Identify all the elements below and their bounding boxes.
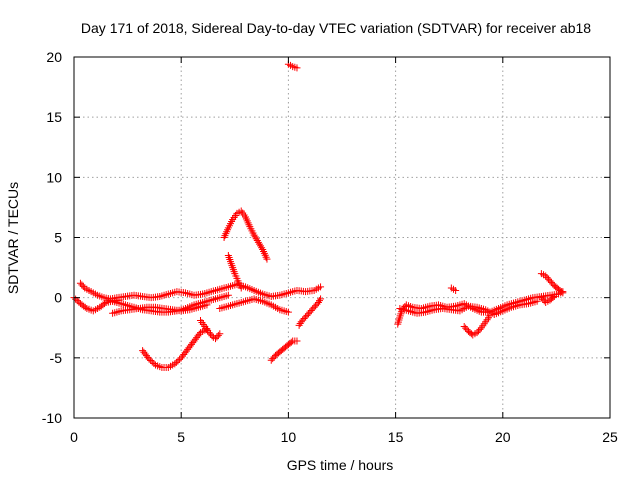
data-point bbox=[269, 355, 277, 363]
data-point bbox=[295, 321, 303, 329]
data-point bbox=[287, 338, 295, 346]
data-point bbox=[293, 337, 301, 345]
data-point bbox=[148, 358, 156, 366]
data-point bbox=[300, 315, 308, 323]
data-point bbox=[81, 303, 89, 311]
data-point bbox=[254, 238, 262, 246]
data-point bbox=[176, 355, 184, 363]
data-point bbox=[486, 312, 494, 320]
data-point bbox=[145, 355, 153, 363]
data-point bbox=[267, 356, 275, 364]
data-point bbox=[315, 297, 323, 305]
data-point bbox=[293, 64, 301, 72]
axis-ticks: 0 5 10 15 20 25 -10 -5 0 5 10 15 20 bbox=[42, 49, 618, 445]
data-point bbox=[550, 292, 558, 300]
data-point bbox=[172, 358, 180, 366]
data-point bbox=[299, 316, 307, 324]
data-point bbox=[473, 329, 481, 337]
data-point bbox=[207, 330, 215, 338]
y-tick-label: 20 bbox=[46, 49, 62, 65]
data-point bbox=[297, 318, 305, 326]
y-tick-label: 5 bbox=[54, 230, 62, 246]
y-axis-label: SDTVAR / TECUs bbox=[5, 182, 21, 294]
x-tick-label: 15 bbox=[388, 429, 404, 445]
data-point bbox=[302, 313, 310, 321]
data-point bbox=[171, 360, 179, 368]
y-tick-label: 0 bbox=[54, 290, 62, 306]
data-point bbox=[306, 308, 314, 316]
data-point bbox=[317, 283, 325, 291]
data-point bbox=[547, 278, 555, 286]
data-point bbox=[307, 307, 315, 315]
data-point bbox=[214, 331, 222, 339]
data-point bbox=[309, 305, 317, 313]
x-tick-label: 10 bbox=[281, 429, 297, 445]
data-point bbox=[252, 235, 260, 243]
data-point bbox=[150, 360, 158, 368]
data-point bbox=[213, 333, 221, 341]
data-point bbox=[312, 302, 320, 310]
data-point bbox=[543, 274, 551, 282]
x-tick-label: 25 bbox=[602, 429, 618, 445]
x-tick-label: 5 bbox=[177, 429, 185, 445]
data-point bbox=[144, 353, 152, 361]
data-point bbox=[314, 298, 322, 306]
data-point bbox=[452, 286, 460, 294]
data-point bbox=[549, 294, 557, 302]
data-point bbox=[557, 288, 565, 296]
grid-lines bbox=[74, 57, 610, 418]
data-point bbox=[539, 295, 547, 303]
data-point bbox=[76, 279, 84, 287]
data-point bbox=[79, 282, 87, 290]
data-point bbox=[72, 295, 80, 303]
data-point bbox=[195, 330, 203, 338]
data-point bbox=[263, 255, 271, 263]
data-point bbox=[304, 310, 312, 318]
data-point bbox=[203, 301, 211, 309]
data-point bbox=[258, 244, 266, 252]
data-point bbox=[462, 324, 470, 332]
chart-title: Day 171 of 2018, Sidereal Day-to-day VTE… bbox=[81, 20, 591, 36]
data-point bbox=[216, 330, 224, 338]
x-tick-label: 20 bbox=[495, 429, 511, 445]
data-point bbox=[460, 323, 468, 331]
x-tick-label: 0 bbox=[70, 429, 78, 445]
y-tick-label: 10 bbox=[46, 169, 62, 185]
data-point bbox=[257, 242, 265, 250]
data-point bbox=[317, 295, 325, 303]
x-axis-label: GPS time / hours bbox=[287, 457, 394, 473]
data-point bbox=[253, 237, 261, 245]
data-point bbox=[251, 233, 259, 241]
data-point bbox=[559, 289, 567, 297]
data-point bbox=[542, 272, 550, 280]
y-tick-label: -10 bbox=[42, 410, 62, 426]
y-tick-label: -5 bbox=[50, 350, 63, 366]
data-point bbox=[537, 294, 545, 302]
data-point bbox=[147, 357, 155, 365]
data-point bbox=[545, 275, 553, 283]
data-point bbox=[310, 303, 318, 311]
data-point bbox=[284, 308, 292, 316]
y-tick-label: 15 bbox=[46, 109, 62, 125]
data-points bbox=[70, 60, 567, 371]
data-point bbox=[224, 291, 232, 299]
data-point bbox=[255, 240, 263, 248]
data-point bbox=[303, 311, 311, 319]
data-point bbox=[475, 327, 483, 335]
data-point bbox=[250, 231, 258, 239]
data-point bbox=[546, 277, 554, 285]
data-point bbox=[205, 329, 213, 337]
data-point bbox=[533, 297, 541, 305]
data-point bbox=[78, 281, 86, 289]
data-point bbox=[476, 325, 484, 333]
data-point bbox=[73, 297, 81, 305]
data-point bbox=[212, 335, 220, 343]
data-point bbox=[174, 357, 182, 365]
data-point bbox=[237, 284, 245, 292]
data-point bbox=[208, 332, 216, 340]
data-point bbox=[101, 300, 109, 308]
